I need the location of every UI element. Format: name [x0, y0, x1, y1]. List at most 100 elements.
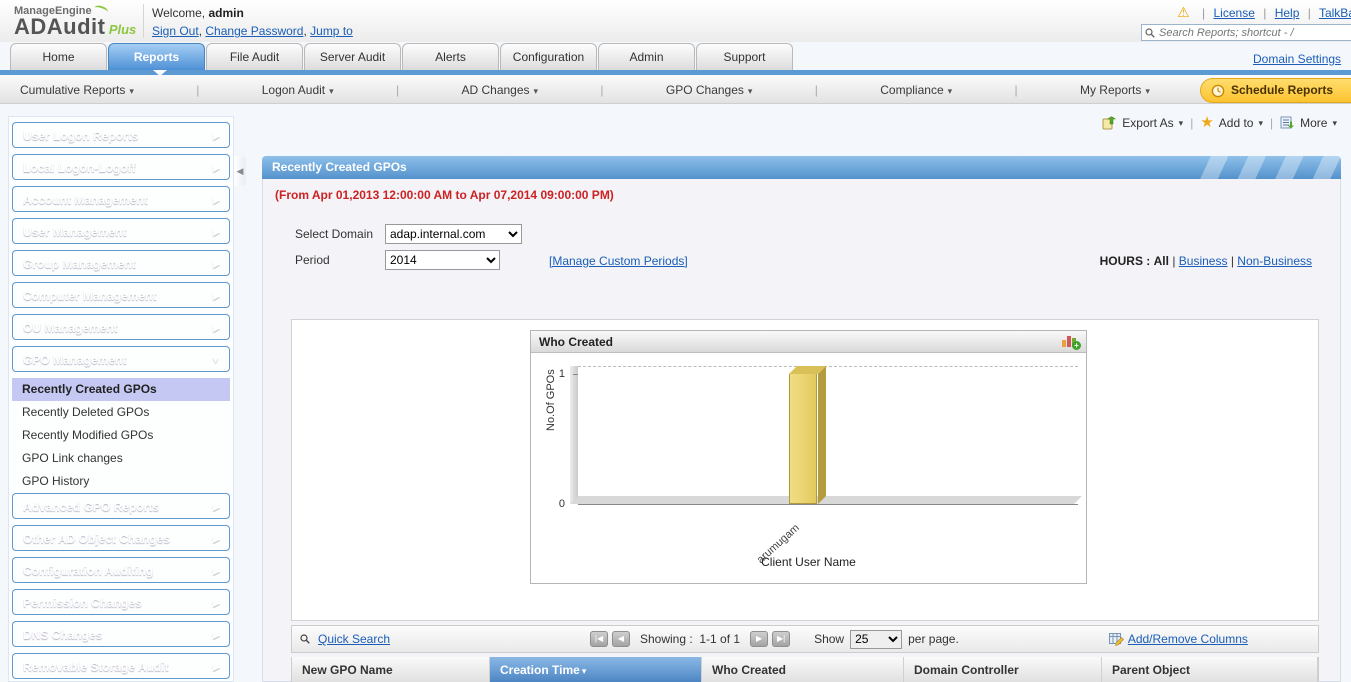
hours-business-link[interactable]: Business	[1178, 254, 1228, 268]
search-input[interactable]	[1159, 26, 1339, 39]
quick-search-link[interactable]: Quick Search	[300, 632, 590, 646]
per-page-label: per page.	[908, 632, 959, 646]
sidebar-item-removable-storage-audit[interactable]: Removable Storage Audit ▶	[12, 653, 230, 679]
logo-divider	[143, 4, 144, 38]
page-size-select[interactable]: 25	[850, 629, 903, 649]
y-tick-1: 1	[558, 368, 565, 380]
tab-alerts[interactable]: Alerts	[402, 43, 499, 70]
sidebar-item-group-management[interactable]: Group Management ▶	[12, 250, 230, 276]
chart-3d-floor	[570, 496, 1082, 504]
tab-accent-strip	[0, 70, 1351, 75]
column-header-parent-object[interactable]: Parent Object	[1102, 657, 1318, 682]
chart-plot-area: No.Of GPOs 1 0 arumugam Client User Name	[531, 353, 1086, 583]
prev-page-button[interactable]: ◀	[612, 631, 630, 647]
search-icon	[1145, 27, 1155, 38]
hours-all-option[interactable]: All	[1153, 254, 1169, 268]
tab-configuration[interactable]: Configuration	[500, 43, 597, 70]
tab-reports[interactable]: Reports	[108, 43, 205, 70]
y-tickmark	[573, 374, 578, 375]
subnav-compliance[interactable]: Compliance ▾	[880, 82, 953, 97]
subnav-ad-changes[interactable]: AD Changes ▾	[461, 82, 539, 97]
tab-admin[interactable]: Admin	[598, 43, 695, 70]
column-header-new-gpo-name[interactable]: New GPO Name	[292, 657, 490, 682]
chevron-down-icon: ▾	[1258, 117, 1263, 128]
column-header-creation-time[interactable]: Creation Time ▾	[490, 657, 702, 682]
sidebar-subitem-gpo-link-changes[interactable]: GPO Link changes	[22, 451, 123, 465]
schedule-reports-label: Schedule Reports	[1230, 83, 1333, 97]
subnav-gpo-changes[interactable]: GPO Changes ▾	[665, 82, 753, 97]
more-label: More	[1300, 116, 1328, 130]
tab-server-audit[interactable]: Server Audit	[304, 43, 401, 70]
bar-arumugam[interactable]	[789, 374, 817, 504]
change-password-link[interactable]: Change Password	[205, 24, 304, 38]
x-axis-line	[578, 504, 1078, 505]
add-to-button[interactable]: ★ Add to ▾	[1200, 115, 1263, 130]
sidebar-item-other-ad-object-changes[interactable]: Other AD Object Changes ▶	[12, 525, 230, 551]
arrow-right-icon: ▶	[213, 131, 220, 141]
report-filters: Select Domain adap.internal.com Period 2…	[263, 206, 1340, 294]
sidebar-item-account-management[interactable]: Account Management ▶	[12, 186, 230, 212]
product-name: ADAudit	[14, 14, 106, 39]
talkback-link[interactable]: TalkBack	[1318, 6, 1351, 20]
top-bar: ManageEngine ADAudit Plus Welcome, admin…	[0, 0, 1351, 42]
pager: |◀ ◀ Showing : 1-1 of 1 ▶ ▶|	[590, 631, 791, 647]
more-button[interactable]: More ▾	[1280, 116, 1337, 130]
help-link[interactable]: Help	[1274, 6, 1300, 20]
next-page-button[interactable]: ▶	[750, 631, 769, 647]
chart-type-icon[interactable]: +	[1061, 334, 1081, 350]
sidebar-subitem-recently-created-gpos[interactable]: Recently Created GPOs	[12, 378, 230, 401]
warning-icon[interactable]: ⚠	[1177, 4, 1190, 20]
tab-support[interactable]: Support	[696, 43, 793, 70]
sidebar-item-local-logon-logoff[interactable]: Local Logon-Logoff ▶	[12, 154, 230, 180]
sidebar-item-permission-changes[interactable]: Permission Changes ▶	[12, 589, 230, 615]
first-page-button[interactable]: |◀	[590, 631, 608, 647]
chevron-down-icon: ▾	[129, 85, 134, 96]
add-remove-columns-link[interactable]: Add/Remove Columns	[1108, 632, 1248, 646]
sidebar-item-user-logon-reports[interactable]: User Logon Reports ▶	[12, 122, 230, 148]
tab-home[interactable]: Home	[10, 43, 107, 70]
sidebar-item-ou-management[interactable]: OU Management ▶	[12, 314, 230, 340]
last-page-button[interactable]: ▶|	[772, 631, 791, 647]
gpo-table: New GPO Name Creation Time ▾ Who Created …	[291, 657, 1319, 682]
column-header-domain-controller[interactable]: Domain Controller	[904, 657, 1102, 682]
jump-to-link[interactable]: Jump to	[310, 24, 353, 38]
sidebar-collapse-handle[interactable]: ◀	[234, 156, 246, 186]
tab-file-audit[interactable]: File Audit	[206, 43, 303, 70]
sidebar-item-gpo-management[interactable]: GPO Management ▼	[12, 346, 230, 372]
search-box[interactable]	[1141, 24, 1351, 41]
sidebar-subitem-gpo-history[interactable]: GPO History	[22, 474, 90, 488]
arrow-right-icon: ▶	[213, 291, 220, 301]
chevron-down-icon: ▾	[329, 85, 334, 96]
sidebar-item-configuration-auditing[interactable]: Configuration Auditing ▶	[12, 557, 230, 583]
main-tab-bar: Home Reports File Audit Server Audit Ale…	[0, 42, 1351, 70]
separator: |	[1270, 116, 1274, 130]
column-header-who-created[interactable]: Who Created	[702, 657, 904, 682]
domain-select[interactable]: adap.internal.com	[385, 224, 522, 244]
subnav-cumulative-reports[interactable]: Cumulative Reports ▾	[20, 82, 134, 97]
sidebar-subitem-recently-deleted-gpos[interactable]: Recently Deleted GPOs	[22, 405, 150, 419]
sidebar-item-computer-management[interactable]: Computer Management ▶	[12, 282, 230, 308]
sidebar-item-user-management[interactable]: User Management ▶	[12, 218, 230, 244]
separator: |	[600, 82, 604, 97]
subnav-logon-audit[interactable]: Logon Audit ▾	[261, 82, 334, 97]
export-as-button[interactable]: Export As ▾	[1102, 116, 1183, 130]
sidebar-item-dns-changes[interactable]: DNS Changes ▶	[12, 621, 230, 647]
sidebar-item-advanced-gpo-reports[interactable]: Advanced GPO Reports ▶	[12, 493, 230, 519]
separator: |	[1202, 6, 1206, 20]
chart-3d-wall	[570, 366, 578, 504]
hours-nonbusiness-link[interactable]: Non-Business	[1237, 254, 1312, 268]
arrow-right-icon: ▶	[213, 598, 220, 608]
arrow-right-icon: ▶	[213, 534, 220, 544]
arrow-right-icon: ▶	[213, 227, 220, 237]
sign-out-link[interactable]: Sign Out	[152, 24, 199, 38]
comma: ,	[198, 24, 203, 38]
arrow-right-icon: ▶	[213, 630, 220, 640]
license-link[interactable]: License	[1213, 6, 1255, 20]
reports-sub-nav: Cumulative Reports ▾ | Logon Audit ▾ | AD …	[0, 75, 1351, 104]
manage-custom-periods-link[interactable]: [Manage Custom Periods]	[549, 254, 688, 268]
period-select[interactable]: 2014	[385, 250, 500, 270]
domain-settings-link[interactable]: Domain Settings	[1253, 52, 1342, 66]
schedule-reports-button[interactable]: Schedule Reports	[1199, 78, 1351, 103]
sidebar-subitem-recently-modified-gpos[interactable]: Recently Modified GPOs	[22, 428, 154, 442]
subnav-my-reports[interactable]: My Reports ▾	[1079, 82, 1150, 97]
